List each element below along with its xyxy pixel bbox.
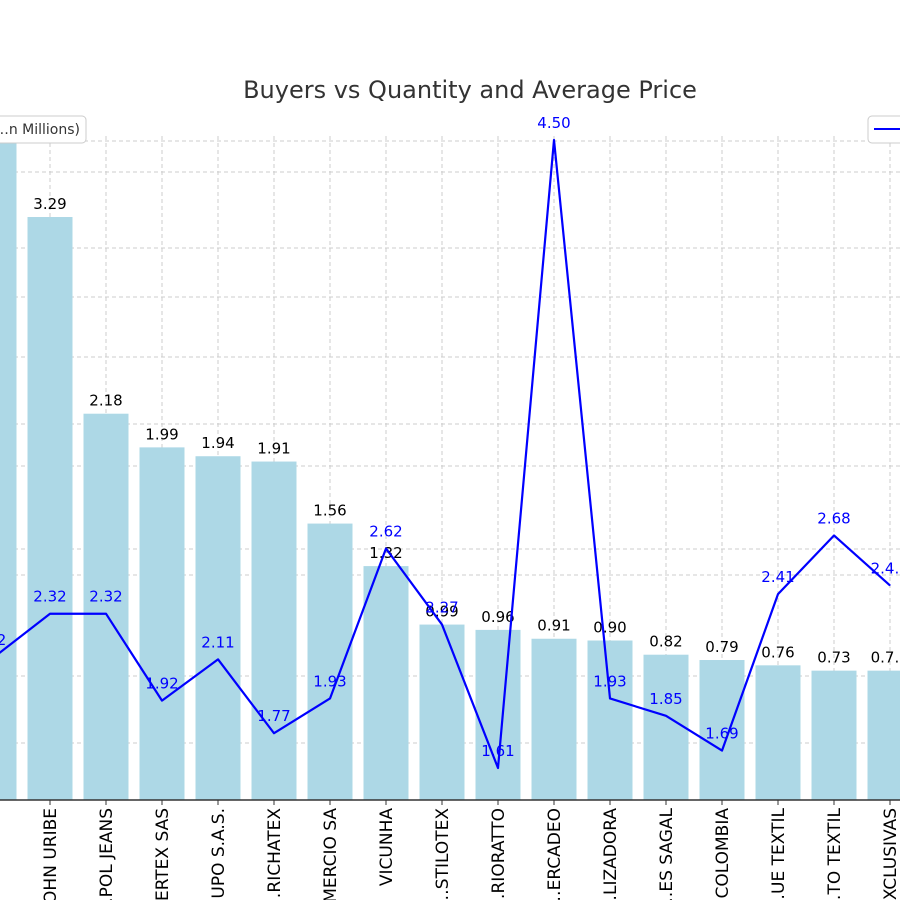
bar-9 bbox=[475, 629, 521, 800]
x-tick-label-3: …ERTEX SAS bbox=[153, 808, 173, 900]
line-point-4 bbox=[217, 658, 219, 660]
line-label-7: 2.62 bbox=[369, 523, 402, 541]
legend-left-box bbox=[0, 115, 87, 144]
legend-left: …n Millions) bbox=[0, 115, 87, 144]
bar-series bbox=[0, 140, 900, 801]
line-point-11 bbox=[609, 697, 611, 699]
legend-right bbox=[867, 115, 900, 144]
line-label-0: …2 bbox=[0, 631, 6, 649]
line-point-7 bbox=[385, 548, 387, 550]
bar-3 bbox=[139, 447, 185, 800]
line-point-16 bbox=[889, 584, 891, 586]
line-point-2 bbox=[105, 613, 107, 615]
bar-label-8: 0.99 bbox=[425, 603, 458, 621]
bar-15 bbox=[811, 670, 857, 800]
line-point-12 bbox=[665, 715, 667, 717]
line-point-14 bbox=[777, 593, 779, 595]
x-tick-label-8: …STILOTEX bbox=[433, 808, 453, 900]
line-label-2: 2.32 bbox=[89, 588, 122, 606]
x-tick-labels: … …OHN URIBE …POL JEANS …ERTEX SAS …UPO S.A.… bbox=[0, 800, 900, 900]
bar-label-14: 0.76 bbox=[761, 643, 794, 661]
bar-4 bbox=[195, 456, 241, 800]
line-point-10 bbox=[553, 139, 555, 141]
bar-14 bbox=[755, 665, 801, 800]
bar-label-13: 0.79 bbox=[705, 638, 738, 656]
line-label-6: 1.93 bbox=[313, 672, 346, 690]
line-series bbox=[0, 138, 891, 770]
line-point-1 bbox=[49, 613, 51, 615]
bar-label-5: 1.91 bbox=[257, 440, 290, 458]
x-tick-label-15: …TO TEXTIL bbox=[825, 807, 845, 900]
bar-label-12: 0.82 bbox=[649, 633, 682, 651]
x-tick-label-13: …COLOMBIA bbox=[713, 808, 733, 900]
bar-2 bbox=[83, 413, 129, 800]
bar-7 bbox=[363, 566, 409, 800]
bar-label-11: 0.90 bbox=[593, 619, 626, 637]
line-label-8: 2.27 bbox=[425, 599, 458, 617]
bar-13 bbox=[699, 660, 745, 800]
bar-label-7: 1.32 bbox=[369, 544, 402, 562]
line-label-10: 4.50 bbox=[537, 114, 570, 132]
line-point-3 bbox=[161, 700, 163, 702]
x-tick-label-0: … bbox=[0, 808, 5, 825]
bar-label-10: 0.91 bbox=[537, 617, 570, 635]
bar-label-15: 0.73 bbox=[817, 649, 850, 667]
bar-label-2: 2.18 bbox=[89, 392, 122, 410]
line-label-15: 2.68 bbox=[817, 509, 850, 527]
x-tick-label-7: VICUNHA bbox=[377, 808, 397, 886]
x-tick-label-2: …POL JEANS bbox=[97, 808, 117, 900]
line-label-5: 1.77 bbox=[257, 707, 290, 725]
x-tick-label-1: …OHN URIBE bbox=[41, 808, 61, 900]
line-label-12: 1.85 bbox=[649, 690, 682, 708]
bar-16 bbox=[867, 670, 900, 800]
chart-title: Buyers vs Quantity and Average Price bbox=[243, 76, 697, 104]
x-tick-label-10: …ERCADEO bbox=[545, 808, 565, 900]
bar-label-3: 1.99 bbox=[145, 425, 178, 443]
line-point-9 bbox=[497, 767, 499, 769]
line-point-5 bbox=[273, 732, 275, 734]
bar-label-1: 3.29 bbox=[33, 195, 66, 213]
x-tick-label-6: …MERCIO SA bbox=[321, 808, 341, 900]
bar-11 bbox=[587, 640, 633, 800]
bar-label-9: 0.96 bbox=[481, 608, 514, 626]
line-point-13 bbox=[721, 750, 723, 752]
bar-label-4: 1.94 bbox=[201, 434, 234, 452]
line-label-4: 2.11 bbox=[201, 633, 234, 651]
legend-left-label: …n Millions) bbox=[0, 122, 80, 138]
line-label-3: 1.92 bbox=[145, 675, 178, 693]
x-tick-label-11: …LIZADORA bbox=[601, 808, 621, 900]
bar-0 bbox=[0, 140, 17, 801]
line-point-8 bbox=[441, 624, 443, 626]
x-tick-label-9: …RIORATTO bbox=[489, 808, 509, 900]
line-label-9: 1.61 bbox=[481, 742, 514, 760]
bar-10 bbox=[531, 638, 577, 800]
bar-1 bbox=[27, 217, 73, 801]
x-tick-label-5: …RICHATEX bbox=[265, 808, 285, 900]
line-label-13: 1.69 bbox=[705, 725, 738, 743]
x-tick-label-16: …XCLUSIVAS bbox=[881, 808, 900, 900]
bar-label-16: 0.7… bbox=[871, 649, 900, 667]
x-tick-label-14: …UE TEXTIL bbox=[769, 807, 789, 900]
bar-5 bbox=[251, 461, 297, 800]
line-label-11: 1.93 bbox=[593, 672, 626, 690]
bar-12 bbox=[643, 654, 689, 800]
line-value-labels: …2 2.32 2.32 1.92 2.11 1.77 1.93 2.62 2.27 1.61 4.… bbox=[0, 114, 900, 760]
line-label-1: 2.32 bbox=[33, 588, 66, 606]
line-label-14: 2.41 bbox=[761, 568, 794, 586]
line-point-6 bbox=[329, 697, 331, 699]
x-tick-label-4: …UPO S.A.S. bbox=[209, 808, 229, 900]
line-point-15 bbox=[833, 534, 835, 536]
bar-8 bbox=[419, 624, 465, 800]
bar-6 bbox=[307, 523, 353, 800]
x-tick-label-12: …ES SAGAL bbox=[657, 807, 677, 900]
line-label-16: 2.4… bbox=[871, 559, 900, 577]
bar-label-6: 1.56 bbox=[313, 502, 346, 520]
